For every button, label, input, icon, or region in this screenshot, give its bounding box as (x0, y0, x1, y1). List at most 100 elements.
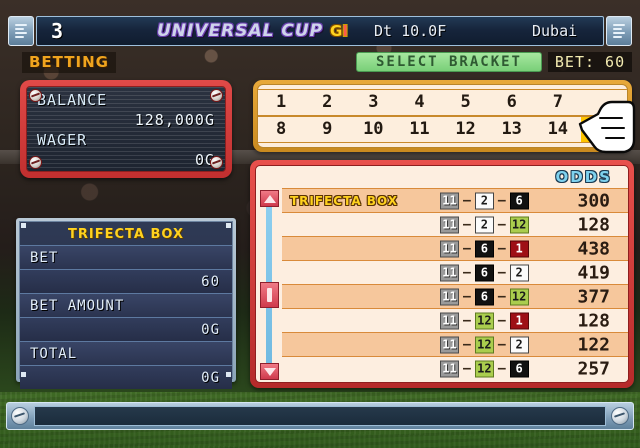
message-bar (6, 402, 634, 430)
odds-combination: 11 – 6 – 2 (440, 264, 529, 281)
separator: – (463, 337, 471, 352)
odds-row[interactable]: 11 – 6 – 1 438 (282, 236, 628, 260)
odds-row[interactable]: 11 – 2 – 12 128 (282, 212, 628, 236)
horse-number-badge: 2 (509, 264, 529, 281)
odds-row[interactable]: 11 – 12 – 2 122 (282, 332, 628, 356)
horse-number-badge: 2 (474, 192, 494, 209)
race-name: UNIVERSAL CUP (157, 21, 324, 41)
odds-combination: 11 – 6 – 12 (440, 288, 529, 305)
odds-value: 438 (577, 238, 610, 259)
bracket-number-2[interactable]: 2 (322, 92, 333, 112)
bracket-number-12[interactable]: 12 (455, 119, 476, 139)
bracket-number-9[interactable]: 9 (322, 119, 333, 139)
odds-value: 257 (577, 358, 610, 379)
horse-number-badge: 2 (509, 336, 529, 353)
odds-row[interactable]: TRIFECTA BOX 11 – 2 – 6 300 (282, 188, 628, 212)
horse-number-badge: 11 (440, 216, 459, 233)
horse-number-badge: 11 (440, 240, 459, 257)
separator: – (463, 265, 471, 280)
bracket-number-7[interactable]: 7 (552, 92, 563, 112)
bracket-number-8[interactable]: 8 (275, 119, 287, 139)
bracket-number-11[interactable]: 11 (409, 119, 430, 139)
ticket-total-label: TOTAL (20, 341, 232, 365)
separator: – (497, 217, 506, 232)
horse-number-badge: 11 (440, 360, 459, 377)
separator: – (497, 361, 506, 376)
odds-title: ODDS (555, 168, 612, 186)
grade-letter: G (330, 22, 343, 40)
menu-lines-icon (15, 24, 27, 38)
corner-marker (226, 223, 231, 228)
wager-value: 0G (194, 151, 215, 169)
wager-label: WAGER (37, 131, 88, 149)
odds-row[interactable]: 11 – 12 – 6 257 (282, 356, 628, 380)
odds-combination: 11 – 2 – 12 (440, 216, 529, 233)
horse-number-badge: 12 (474, 360, 494, 377)
horse-number-badge: 11 (440, 336, 459, 353)
ticket-summary-panel: TRIFECTA BOX BET 60 BET AMOUNT 0G TOTAL … (16, 218, 236, 389)
horse-number-badge: 11 (440, 312, 459, 329)
odds-panel: ODDS TRIFECTA BOX 11 – 2 – 6 300 (250, 160, 634, 388)
bracket-row-bottom: 8 9 10 11 12 13 14 OK (258, 116, 627, 143)
separator: – (497, 193, 506, 208)
ticket-total-value: 0G (20, 365, 232, 389)
horse-number-badge: 12 (474, 336, 494, 353)
balance-value: 128,000G (134, 111, 215, 129)
screw-icon (29, 89, 42, 102)
bracket-selector-inner: 1 2 3 4 5 6 7 8 9 10 11 12 13 14 OK (257, 84, 628, 148)
separator: – (463, 289, 471, 304)
odds-row[interactable]: 11 – 6 – 2 419 (282, 260, 628, 284)
odds-combination: 11 – 2 – 6 (440, 192, 529, 209)
separator: – (497, 241, 506, 256)
scroll-thumb-icon[interactable] (260, 282, 279, 308)
horse-number-badge: 6 (474, 288, 494, 305)
odds-value: 128 (577, 214, 610, 235)
odds-list: TRIFECTA BOX 11 – 2 – 6 300 11 – 2 (282, 188, 628, 382)
balance-panel-inner: BALANCE 128,000G WAGER 0G (26, 86, 226, 172)
race-header-bar: 3 UNIVERSAL CUP G I Dt 10.0F Dubai (8, 16, 632, 46)
menu-lines-icon (613, 24, 625, 38)
bracket-selector-panel: 1 2 3 4 5 6 7 8 9 10 11 12 13 14 OK (253, 80, 632, 152)
race-distance: Dt 10.0F (374, 22, 447, 40)
race-venue: Dubai (532, 22, 578, 40)
separator: – (497, 337, 506, 352)
separator: – (463, 193, 471, 208)
bracket-number-6[interactable]: 6 (506, 92, 517, 112)
bracket-number-14[interactable]: 14 (547, 119, 569, 139)
separator: – (463, 217, 471, 232)
bracket-number-13[interactable]: 13 (501, 119, 522, 139)
odds-row[interactable]: 11 – 12 – 1 128 (282, 308, 628, 332)
horse-number-badge: 11 (440, 264, 459, 281)
bracket-number-4[interactable]: 4 (414, 92, 425, 112)
bracket-number-10[interactable]: 10 (363, 119, 384, 139)
bracket-number-1[interactable]: 1 (275, 92, 287, 112)
ok-button[interactable]: OK (580, 117, 627, 142)
screw-icon (29, 156, 42, 169)
horse-number-badge: 12 (474, 312, 494, 329)
horse-number-badge: 1 (509, 312, 529, 329)
ticket-bet-label: BET (20, 245, 232, 269)
bracket-number-5[interactable]: 5 (460, 92, 471, 112)
horse-number-badge: 11 (440, 288, 459, 305)
separator: – (463, 313, 471, 328)
separator: – (497, 313, 506, 328)
screw-icon (210, 89, 223, 102)
separator: – (463, 241, 471, 256)
race-number: 3 (51, 19, 64, 43)
balance-label: BALANCE (37, 91, 108, 109)
horse-number-badge: 6 (474, 264, 494, 281)
screw-icon (210, 156, 223, 169)
header-left-cap (8, 16, 34, 46)
scroll-up-arrow-icon[interactable] (260, 190, 279, 207)
select-bracket-banner: SELECT BRACKET (356, 52, 542, 72)
corner-marker (21, 223, 26, 228)
horse-number-badge: 11 (440, 192, 459, 209)
header-body: 3 UNIVERSAL CUP G I Dt 10.0F Dubai (36, 16, 604, 46)
bracket-number-3[interactable]: 3 (368, 92, 379, 112)
odds-value: 122 (577, 334, 610, 355)
odds-combination: 11 – 12 – 1 (440, 312, 529, 329)
separator: – (463, 361, 471, 376)
odds-combination: 11 – 12 – 2 (440, 336, 529, 353)
scroll-down-arrow-icon[interactable] (260, 363, 279, 380)
odds-row[interactable]: 11 – 6 – 12 377 (282, 284, 628, 308)
